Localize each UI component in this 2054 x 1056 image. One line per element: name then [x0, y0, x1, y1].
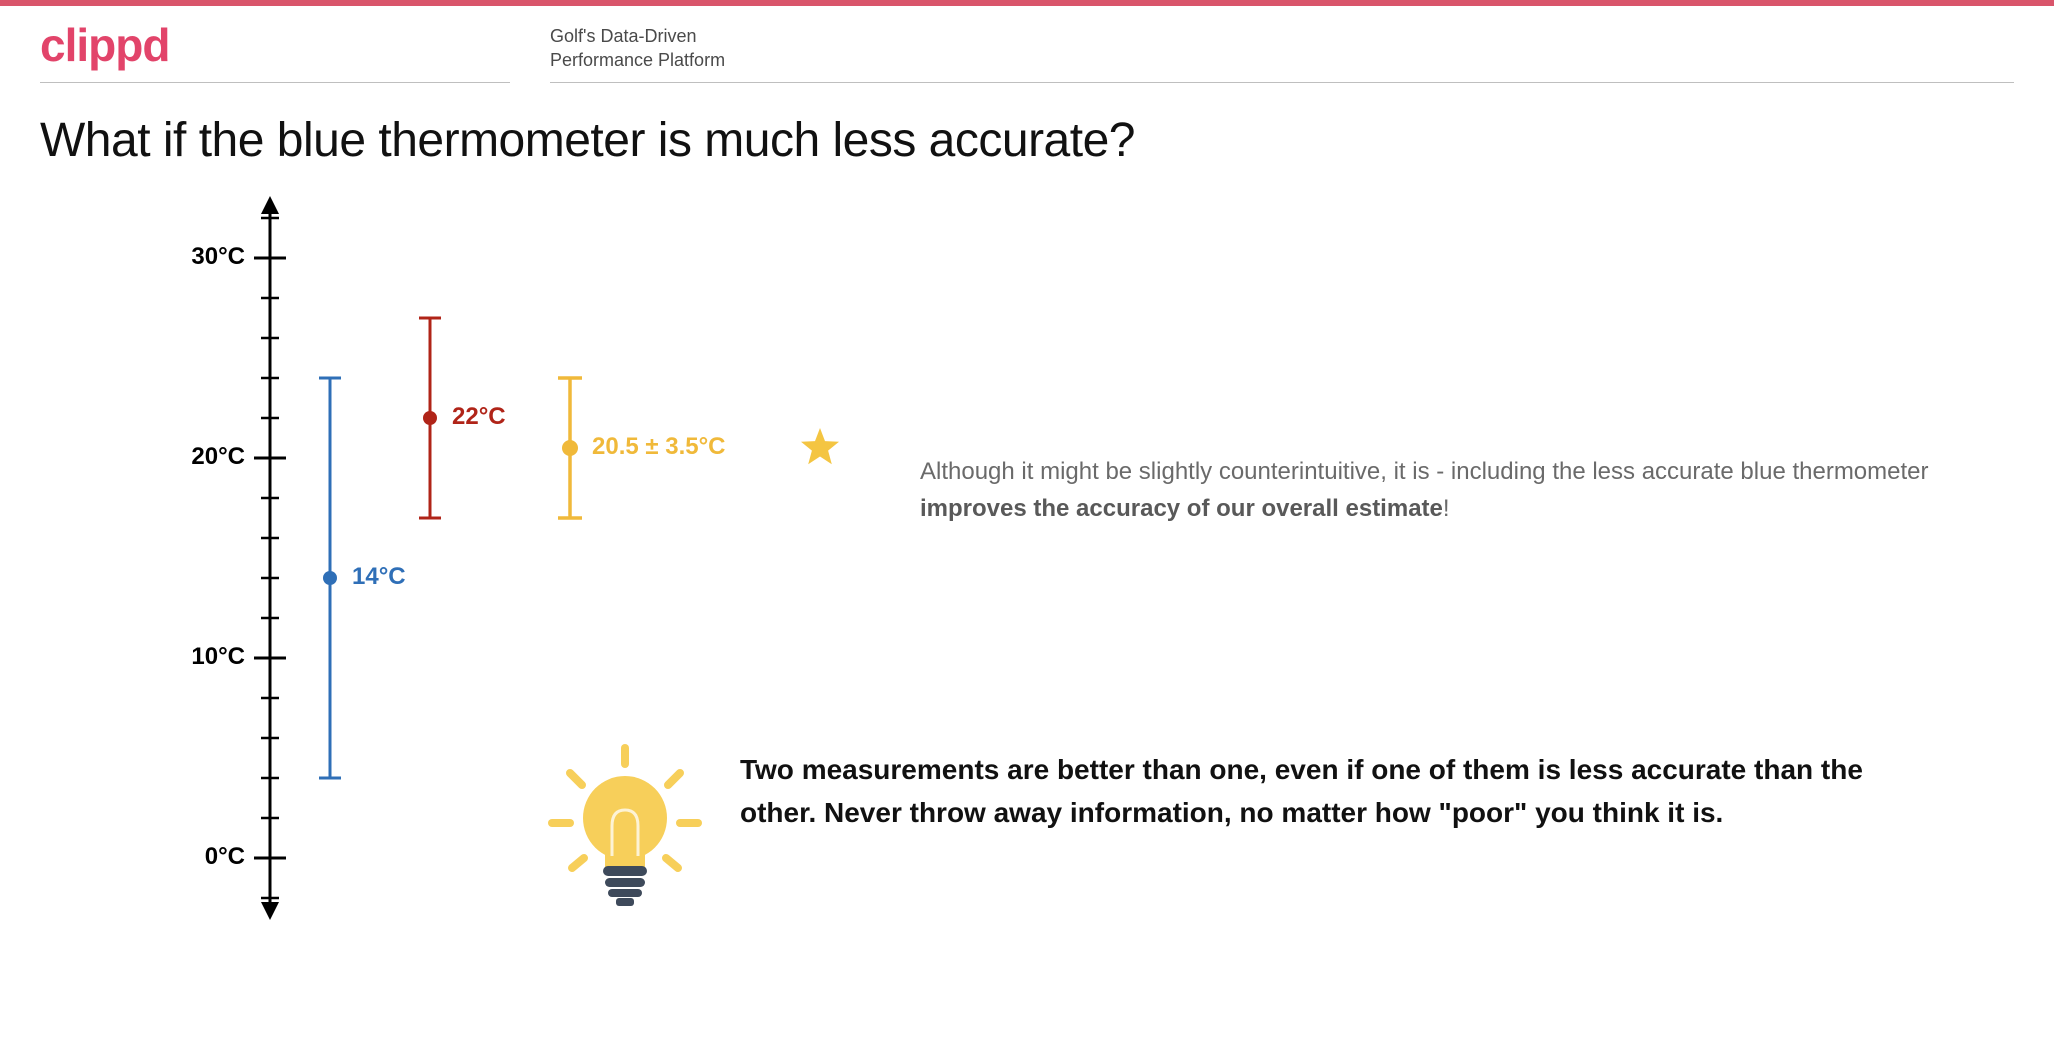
header: clippd Golf's Data-Driven Performance Pl… — [0, 6, 2054, 83]
key-takeaway: Two measurements are better than one, ev… — [740, 748, 1920, 835]
star-icon — [801, 428, 839, 464]
page-title: What if the blue thermometer is much les… — [0, 83, 2054, 178]
tagline-block: Golf's Data-Driven Performance Platform — [550, 25, 2014, 83]
brand-logo-text: clippd — [40, 18, 510, 72]
axis-tick-label: 30°C — [175, 243, 245, 271]
brand-block: clippd — [40, 18, 510, 83]
tagline-line1: Golf's Data-Driven — [550, 25, 2014, 48]
content: 0°C 10°C 20°C 30°C 14°C 22°C 20.5 ± 3.5°C Alth… — [0, 178, 2054, 958]
blue-thermometer-label: 14°C — [352, 563, 406, 591]
axis-tick-label: 10°C — [175, 643, 245, 671]
combined-estimate-label: 20.5 ± 3.5°C — [592, 433, 726, 461]
explanation-text: Although it might be slightly counterint… — [920, 453, 1940, 527]
tagline-line2: Performance Platform — [550, 49, 2014, 72]
red-thermometer-label: 22°C — [452, 403, 506, 431]
axis-tick-label: 20°C — [175, 443, 245, 471]
lightbulb-icon — [540, 738, 710, 908]
axis-tick-label: 0°C — [175, 843, 245, 871]
